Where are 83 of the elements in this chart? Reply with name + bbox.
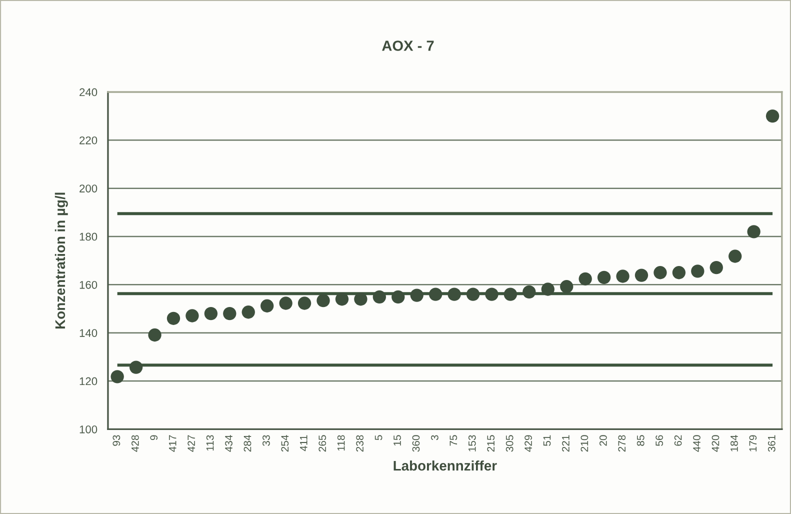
- x-tick-label: 9: [150, 435, 158, 440]
- x-tick-label: 5: [374, 435, 382, 440]
- x-tick-label: 221: [562, 435, 570, 452]
- point: [728, 250, 742, 263]
- point: [298, 296, 312, 310]
- point: [279, 296, 292, 310]
- x-tick-label: 265: [318, 435, 326, 452]
- x-tick-label: 215: [487, 435, 495, 452]
- x-tick-label: 360: [412, 435, 420, 452]
- x-tick-label: 179: [749, 435, 757, 452]
- point: [672, 266, 686, 280]
- x-tick-label: 210: [580, 435, 588, 452]
- point: [110, 370, 124, 384]
- point: [654, 266, 667, 280]
- x-tick-label: 85: [636, 435, 644, 446]
- point: [597, 270, 611, 284]
- point: [242, 306, 255, 319]
- point: [316, 294, 330, 308]
- x-tick-label: 15: [394, 435, 401, 446]
- x-tick-label: 254: [281, 435, 289, 452]
- x-tick-label: 361: [768, 435, 776, 452]
- x-tick-label: 75: [450, 435, 458, 446]
- point: [372, 290, 386, 304]
- x-tick-label: 434: [225, 435, 232, 452]
- point: [392, 290, 405, 304]
- y-tick-label: 200: [80, 184, 98, 192]
- x-tick-label: 420: [712, 435, 720, 452]
- point: [448, 288, 461, 301]
- x-tick-label: 153: [468, 435, 476, 452]
- point: [691, 264, 704, 278]
- point: [747, 225, 760, 238]
- x-tick-label: 417: [169, 435, 176, 452]
- point: [485, 288, 498, 301]
- x-tick-label: 20: [599, 435, 607, 446]
- point: [616, 270, 630, 283]
- point: [541, 282, 554, 296]
- y-tick-label: 160: [80, 280, 98, 289]
- x-tick-label: 113: [206, 435, 214, 451]
- point: [766, 110, 780, 123]
- y-tick-label: 140: [80, 329, 98, 337]
- point: [428, 288, 442, 301]
- x-tick-label: 56: [656, 435, 664, 446]
- x-tick-label: 428: [131, 435, 139, 452]
- x-tick-label: 305: [506, 435, 514, 452]
- chart-title: AOX - 7: [382, 40, 434, 51]
- x-tick-label: 3: [430, 435, 438, 440]
- point: [260, 299, 274, 312]
- x-tick-label: 411: [300, 435, 308, 452]
- point: [148, 328, 162, 342]
- point: [466, 288, 480, 301]
- x-tick-label: 284: [244, 435, 252, 452]
- x-tick-label: 51: [543, 435, 551, 446]
- y-tick-label: 220: [80, 136, 98, 144]
- point: [504, 288, 518, 301]
- y-tick-label: 180: [80, 232, 98, 241]
- point: [560, 280, 574, 294]
- point: [129, 360, 143, 374]
- x-tick-label: 62: [674, 435, 682, 446]
- point: [223, 306, 236, 320]
- x-tick-label: 184: [730, 435, 738, 452]
- x-tick-label: 278: [618, 435, 626, 452]
- y-axis-title: Konzentration in µg/l: [54, 192, 68, 328]
- point: [578, 272, 592, 286]
- point: [354, 292, 368, 306]
- y-tick-label: 240: [80, 88, 98, 96]
- point: [166, 312, 180, 325]
- point: [634, 268, 648, 282]
- point: [204, 306, 218, 320]
- y-tick-label: 120: [80, 377, 98, 386]
- x-axis-title: Laborkennziffer: [394, 460, 497, 471]
- point: [710, 260, 723, 274]
- x-tick-label: 118: [337, 435, 345, 451]
- point: [410, 288, 424, 302]
- point: [522, 285, 536, 298]
- x-tick-label: 429: [524, 435, 532, 452]
- point: [335, 292, 349, 306]
- x-tick-label: 33: [262, 435, 270, 446]
- point: [186, 309, 199, 322]
- y-tick-label: 100: [80, 425, 98, 434]
- x-tick-label: 238: [356, 435, 364, 452]
- x-tick-label: 440: [693, 435, 700, 452]
- x-tick-label: 427: [188, 435, 195, 452]
- x-tick-label: 93: [112, 435, 120, 446]
